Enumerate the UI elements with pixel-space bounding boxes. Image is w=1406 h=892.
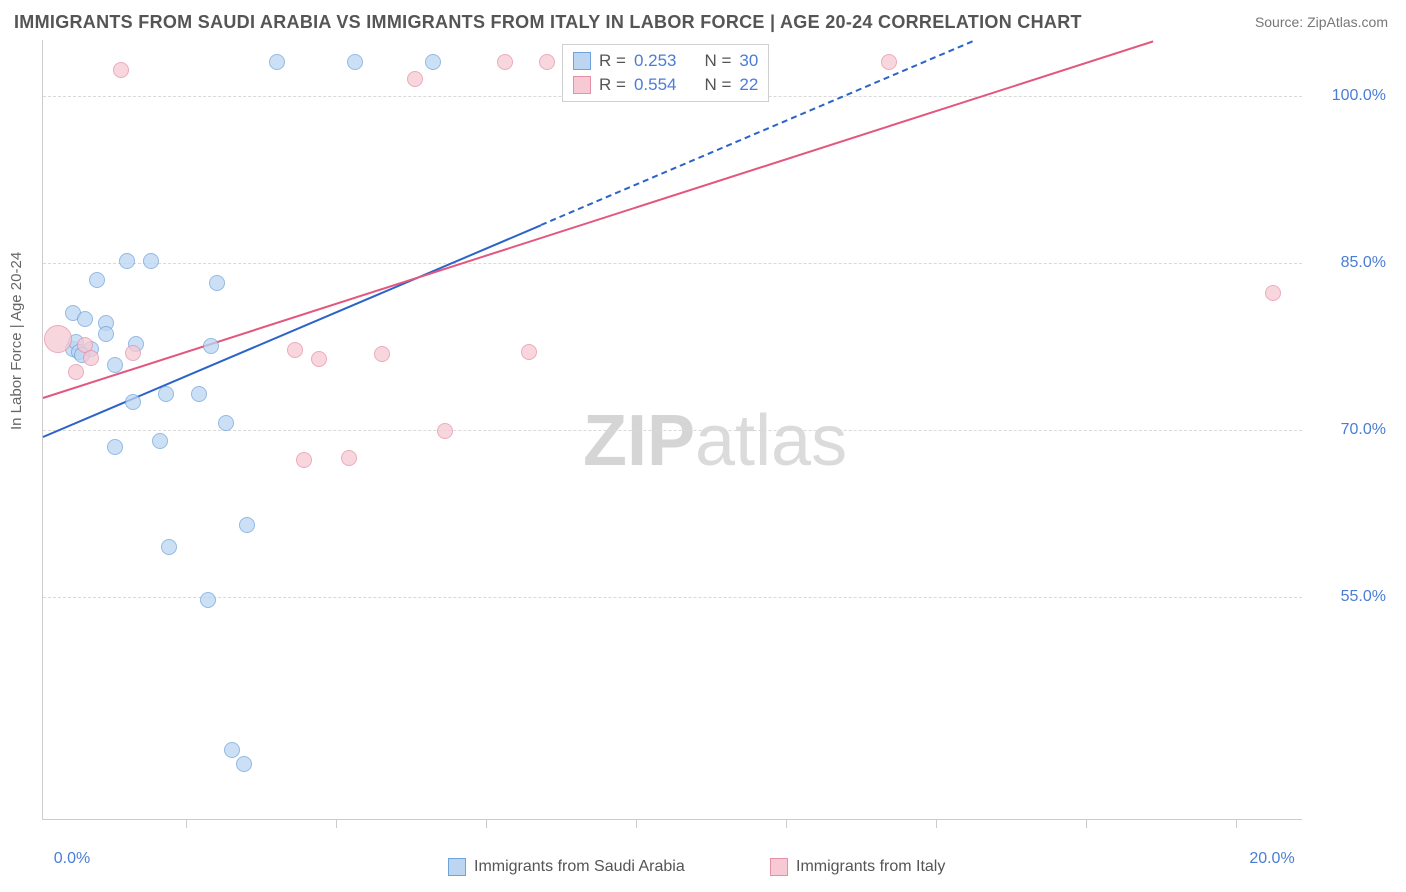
data-point-italy xyxy=(287,342,303,358)
data-point-saudi xyxy=(236,756,252,772)
series-legend-label: Immigrants from Italy xyxy=(796,858,945,876)
x-minor-tick xyxy=(1086,820,1087,828)
data-point-italy xyxy=(881,54,897,70)
r-value: 0.253 xyxy=(634,51,677,71)
data-point-italy xyxy=(83,350,99,366)
x-minor-tick xyxy=(636,820,637,828)
data-point-italy xyxy=(437,423,453,439)
x-minor-tick xyxy=(936,820,937,828)
r-value: 0.554 xyxy=(634,75,677,95)
data-point-saudi xyxy=(152,433,168,449)
data-point-saudi xyxy=(119,253,135,269)
data-point-saudi xyxy=(98,326,114,342)
series-legend-label: Immigrants from Saudi Arabia xyxy=(474,858,685,876)
data-point-italy xyxy=(113,62,129,78)
data-point-saudi xyxy=(143,253,159,269)
x-tick-label: 20.0% xyxy=(1249,850,1294,868)
data-point-italy xyxy=(68,364,84,380)
r-label: R = xyxy=(599,51,626,71)
x-minor-tick xyxy=(186,820,187,828)
data-point-saudi xyxy=(158,386,174,402)
data-point-saudi xyxy=(161,539,177,555)
legend-swatch xyxy=(573,76,591,94)
data-point-saudi xyxy=(218,415,234,431)
data-point-saudi xyxy=(239,517,255,533)
data-point-saudi xyxy=(347,54,363,70)
watermark-bold: ZIP xyxy=(583,401,695,481)
data-point-italy xyxy=(44,325,72,353)
source-label: Source: ZipAtlas.com xyxy=(1255,14,1388,30)
data-point-italy xyxy=(539,54,555,70)
x-minor-tick xyxy=(336,820,337,828)
y-axis-title: In Labor Force | Age 20-24 xyxy=(8,252,25,430)
grid-line-h xyxy=(43,597,1302,598)
data-point-saudi xyxy=(191,386,207,402)
data-point-saudi xyxy=(203,338,219,354)
data-point-saudi xyxy=(209,275,225,291)
y-tick-label: 85.0% xyxy=(1341,254,1386,272)
data-point-italy xyxy=(1265,285,1281,301)
n-label: N = xyxy=(704,75,731,95)
data-point-italy xyxy=(497,54,513,70)
data-point-saudi xyxy=(107,439,123,455)
legend-swatch xyxy=(770,858,788,876)
data-point-saudi xyxy=(269,54,285,70)
series-legend-item: Immigrants from Italy xyxy=(770,858,945,876)
data-point-saudi xyxy=(425,54,441,70)
data-point-saudi xyxy=(107,357,123,373)
data-point-italy xyxy=(374,346,390,362)
r-label: R = xyxy=(599,75,626,95)
watermark: ZIPatlas xyxy=(583,400,847,482)
data-point-italy xyxy=(341,450,357,466)
data-point-saudi xyxy=(200,592,216,608)
y-tick-label: 55.0% xyxy=(1341,588,1386,606)
correlation-legend-row: R = 0.554 N = 22 xyxy=(573,73,758,97)
x-minor-tick xyxy=(786,820,787,828)
data-point-saudi xyxy=(125,394,141,410)
data-point-italy xyxy=(296,452,312,468)
data-point-saudi xyxy=(224,742,240,758)
legend-swatch xyxy=(573,52,591,70)
n-value: 22 xyxy=(739,75,758,95)
correlation-legend-row: R = 0.253 N = 30 xyxy=(573,49,758,73)
chart-title: IMMIGRANTS FROM SAUDI ARABIA VS IMMIGRAN… xyxy=(14,12,1082,33)
series-legend-item: Immigrants from Saudi Arabia xyxy=(448,858,685,876)
data-point-italy xyxy=(407,71,423,87)
data-point-italy xyxy=(521,344,537,360)
watermark-rest: atlas xyxy=(695,401,847,481)
x-minor-tick xyxy=(486,820,487,828)
grid-line-h xyxy=(43,430,1302,431)
y-tick-label: 100.0% xyxy=(1332,87,1386,105)
trend-line xyxy=(43,224,542,438)
grid-line-h xyxy=(43,263,1302,264)
x-minor-tick xyxy=(1236,820,1237,828)
plot-area: ZIPatlas xyxy=(42,40,1302,820)
correlation-legend: R = 0.253 N = 30 R = 0.554 N = 22 xyxy=(562,44,769,102)
n-value: 30 xyxy=(739,51,758,71)
data-point-italy xyxy=(125,345,141,361)
n-label: N = xyxy=(704,51,731,71)
y-tick-label: 70.0% xyxy=(1341,421,1386,439)
data-point-saudi xyxy=(77,311,93,327)
x-tick-label: 0.0% xyxy=(54,850,90,868)
data-point-italy xyxy=(311,351,327,367)
legend-swatch xyxy=(448,858,466,876)
data-point-saudi xyxy=(89,272,105,288)
